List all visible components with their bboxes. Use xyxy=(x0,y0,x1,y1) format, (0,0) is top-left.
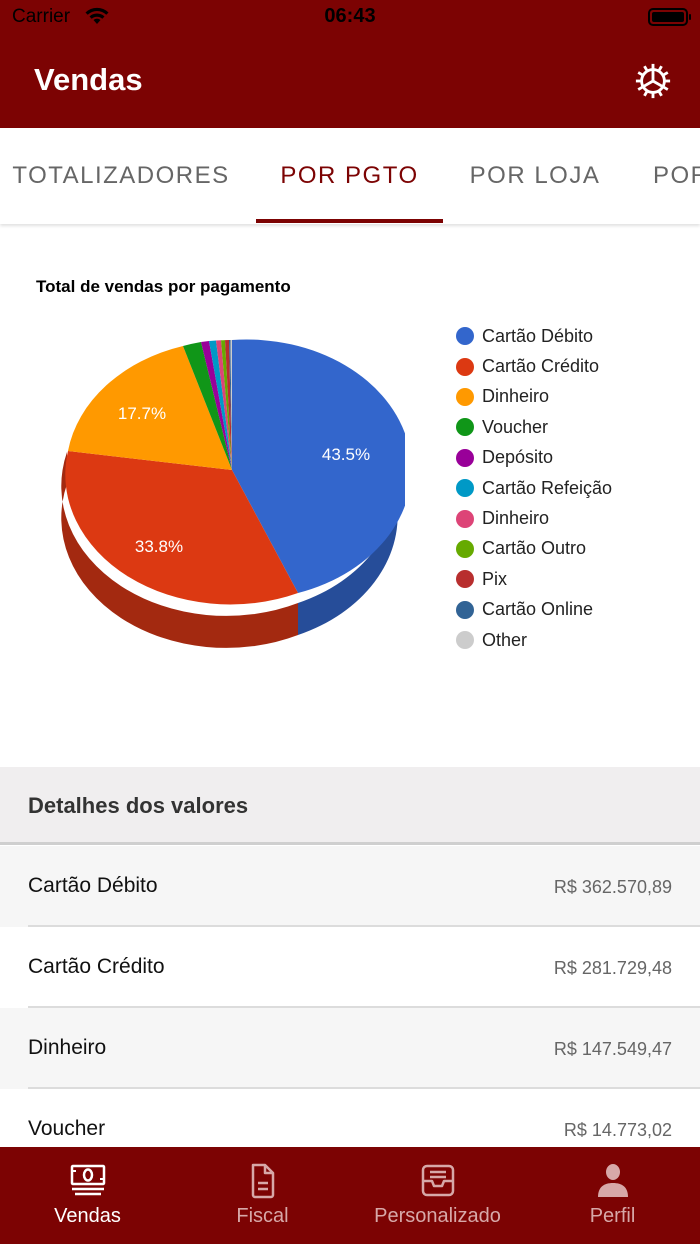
row-value: R$ 362.570,89 xyxy=(553,877,672,897)
tab-por-pgto[interactable]: POR PGTO xyxy=(280,162,419,189)
table-row[interactable]: Dinheiro R$ 147.549,47 xyxy=(0,1008,700,1089)
pie-slice-dinheiro xyxy=(68,346,232,470)
carrier-label: Carrier xyxy=(12,6,71,27)
app-header: Carrier 06:43 Vendas xyxy=(0,0,700,128)
legend-item: Cartão Débito xyxy=(456,321,612,351)
legend-dot-icon xyxy=(456,570,474,589)
table-row[interactable]: Voucher R$ 14.773,02 xyxy=(0,1089,700,1148)
legend-label: Cartão Online xyxy=(482,599,594,620)
bottom-tab-bar: Vendas Fiscal Personalizado xyxy=(0,1147,700,1244)
row-divider xyxy=(28,1087,700,1089)
tabbar-item-personalizado[interactable]: Personalizado xyxy=(350,1147,525,1244)
legend-dot-icon xyxy=(456,631,474,650)
legend-item: Dinheiro xyxy=(456,503,612,533)
row-divider xyxy=(28,1006,700,1008)
tabbar-label: Perfil xyxy=(589,1205,636,1227)
legend-dot-icon xyxy=(456,357,474,376)
row-value: R$ 147.549,47 xyxy=(553,1039,672,1059)
legend-label: Cartão Crédito xyxy=(482,356,600,377)
battery-icon xyxy=(648,8,691,26)
pie-side-debit xyxy=(298,472,398,635)
money-icon xyxy=(70,1164,106,1196)
pie-slice-online xyxy=(229,339,232,470)
pie-label-dinheiro: 17.7% xyxy=(118,404,166,423)
legend-dot-icon xyxy=(456,387,474,406)
row-value: R$ 281.729,48 xyxy=(553,958,672,978)
legend-dot-icon xyxy=(456,327,474,346)
legend-label: Other xyxy=(482,629,528,650)
legend-dot-icon xyxy=(456,509,474,528)
document-icon xyxy=(251,1163,275,1199)
inbox-icon xyxy=(421,1164,455,1197)
legend-dot-icon xyxy=(456,448,474,467)
legend-item: Cartão Crédito xyxy=(456,351,612,381)
tab-totalizadores[interactable]: TOTALIZADORES xyxy=(12,162,230,189)
legend-label: Dinheiro xyxy=(482,386,550,407)
details-title: Detalhes dos valores xyxy=(28,793,249,818)
legend-item: Cartão Refeição xyxy=(456,473,612,503)
row-label: Dinheiro xyxy=(28,1036,107,1059)
tab-por-more[interactable]: POR xyxy=(653,162,700,189)
tabbar-label: Vendas xyxy=(54,1205,121,1227)
tabbar-label: Fiscal xyxy=(236,1205,289,1227)
pie-slice-voucher xyxy=(183,342,232,470)
legend-label: Voucher xyxy=(482,416,549,437)
legend-dot-icon xyxy=(456,418,474,437)
active-tab-indicator xyxy=(256,219,443,223)
details-list[interactable]: Cartão Débito R$ 362.570,89 Cartão Crédi… xyxy=(0,846,700,1148)
legend-dot-icon xyxy=(456,539,474,558)
details-section-header: Detalhes dos valores xyxy=(0,767,700,845)
legend-item: Dinheiro xyxy=(456,382,612,412)
pie-label-debito: 43.5% xyxy=(322,445,370,464)
tabbar-item-perfil[interactable]: Perfil xyxy=(525,1147,700,1244)
pie-slice-refeicao xyxy=(209,340,232,470)
pie-slice-pix xyxy=(225,340,232,470)
row-value: R$ 14.773,02 xyxy=(563,1120,672,1140)
chart-title: Total de vendas por pagamento xyxy=(36,277,291,296)
pie-slice-outro xyxy=(221,340,232,470)
pie-chart: 43.5% 33.8% 17.7% xyxy=(61,339,405,648)
legend-item: Cartão Outro xyxy=(456,534,612,564)
status-bar: Carrier 06:43 xyxy=(0,0,700,36)
pie-slice-dinheiro2 xyxy=(216,340,232,470)
chart-legend: Cartão Débito Cartão Crédito Dinheiro Vo… xyxy=(456,321,612,655)
legend-label: Cartão Outro xyxy=(482,538,587,559)
legend-item: Other xyxy=(456,625,612,655)
legend-dot-icon xyxy=(456,479,474,498)
legend-label: Depósito xyxy=(482,447,554,468)
page-title: Vendas xyxy=(34,62,143,97)
tabbar-label: Personalizado xyxy=(374,1205,501,1227)
tabbar-item-fiscal[interactable]: Fiscal xyxy=(175,1147,350,1244)
tab-por-loja[interactable]: POR LOJA xyxy=(469,162,601,189)
chart-container: Total de vendas por pagamento 43.5% 33.8… xyxy=(0,230,700,765)
pie-slice-other xyxy=(230,339,232,470)
legend-item: Depósito xyxy=(456,443,612,473)
pie-slice-debito xyxy=(232,339,405,593)
table-row[interactable]: Cartão Crédito R$ 281.729,48 xyxy=(0,927,700,1008)
legend-label: Pix xyxy=(482,568,508,589)
pie-label-credito: 33.8% xyxy=(135,537,183,556)
legend-item: Cartão Online xyxy=(456,595,612,625)
table-row[interactable]: Cartão Débito R$ 362.570,89 xyxy=(0,846,700,927)
legend-item: Pix xyxy=(456,564,612,594)
pie-slice-credito xyxy=(65,451,299,605)
row-divider xyxy=(28,925,700,927)
clock: 06:43 xyxy=(324,5,376,27)
legend-item: Voucher xyxy=(456,412,612,442)
pie-side-credit xyxy=(61,452,298,648)
legend-label: Cartão Débito xyxy=(482,325,594,346)
tabbar-item-vendas[interactable]: Vendas xyxy=(0,1147,175,1244)
user-icon xyxy=(598,1164,628,1197)
row-label: Cartão Crédito xyxy=(28,955,165,978)
row-label: Voucher xyxy=(28,1117,106,1140)
legend-label: Dinheiro xyxy=(482,508,550,529)
segment-tabs: TOTALIZADORES POR PGTO POR LOJA POR xyxy=(0,128,700,224)
pie-slice-deposito xyxy=(201,341,232,470)
gear-icon[interactable] xyxy=(634,62,672,100)
legend-label: Cartão Refeição xyxy=(482,477,613,498)
wifi-icon xyxy=(85,7,109,24)
legend-dot-icon xyxy=(456,600,474,619)
row-label: Cartão Débito xyxy=(28,874,158,897)
